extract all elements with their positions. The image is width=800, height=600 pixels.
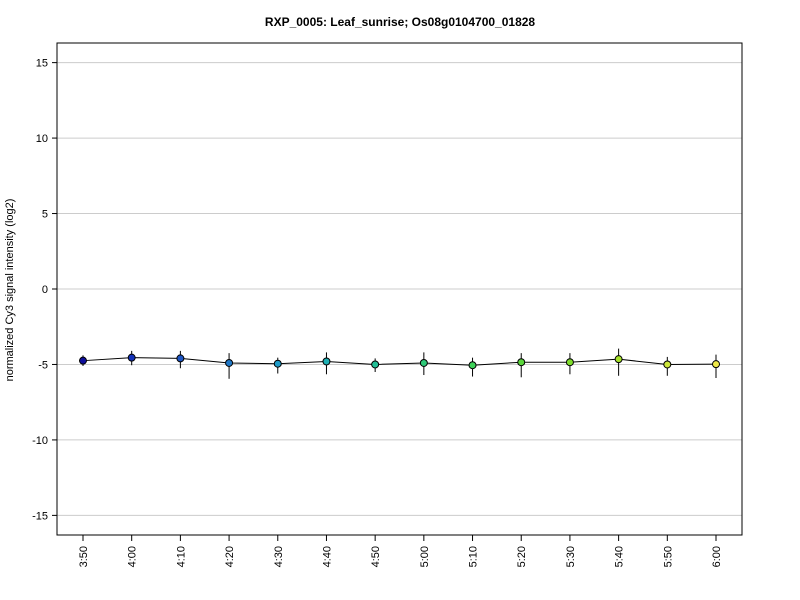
data-point [419, 358, 428, 367]
data-point [614, 355, 623, 364]
x-axis: 3:50 4:00 4:10 4:20 4:30 4:40 4:50 5:00 5:10 5:20… [78, 535, 723, 567]
data-point [225, 358, 234, 367]
chart-title: RXP_0005: Leaf_sunrise; Os08g0104700_018… [265, 15, 536, 29]
y-tick-label: 5 [42, 209, 48, 221]
x-tick-label: 4:50 [370, 546, 382, 567]
data-point [517, 358, 526, 367]
y-axis-label: normalized Cy3 signal intensity (log2) [4, 199, 16, 382]
y-axis: -15 -10 -5 0 5 10 15 [32, 58, 57, 522]
x-tick-label: 5:20 [516, 546, 528, 567]
x-tick-label: 5:00 [419, 546, 431, 567]
series-line [82, 357, 717, 366]
y-tick-label: -10 [32, 435, 48, 447]
x-tick-label: 5:50 [662, 546, 674, 567]
y-tick-label: -5 [38, 359, 48, 371]
x-tick-label: 4:40 [321, 546, 333, 567]
data-point [565, 358, 574, 367]
x-tick-label: 4:10 [175, 546, 187, 567]
x-tick-label: 5:10 [468, 546, 480, 567]
data-point [176, 354, 185, 363]
data-point [273, 359, 282, 368]
data-point [79, 356, 87, 365]
data-point [322, 357, 331, 366]
x-tick-label: 4:30 [273, 546, 285, 567]
y-tick-label: 0 [42, 284, 48, 296]
data-point [468, 361, 477, 370]
x-tick-label: 4:00 [127, 546, 139, 567]
x-tick-label: 5:30 [565, 546, 577, 567]
data-point [663, 360, 672, 369]
x-tick-label: 4:20 [224, 546, 236, 567]
x-tick-label: 5:40 [614, 546, 626, 567]
y-tick-label: 10 [36, 133, 48, 145]
x-tick-label: 3:50 [78, 546, 90, 567]
series [79, 348, 720, 379]
y-tick-label: -15 [32, 510, 48, 522]
data-point [371, 360, 380, 369]
grid-lines [57, 62, 742, 516]
data-point [712, 360, 720, 369]
x-tick-label: 6:00 [711, 546, 723, 567]
y-tick-label: 15 [36, 58, 48, 70]
data-point [127, 353, 136, 362]
